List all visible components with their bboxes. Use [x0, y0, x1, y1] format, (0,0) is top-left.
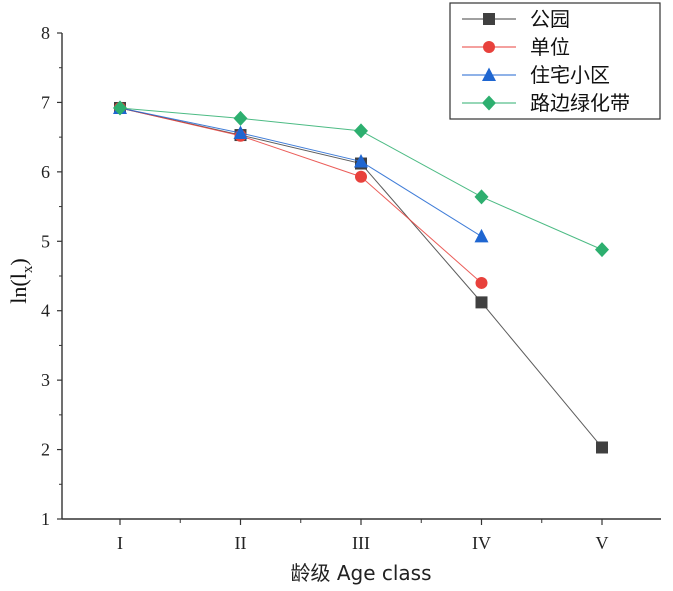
x-tick-label: V — [596, 533, 609, 553]
legend-label: 公园 — [530, 7, 570, 31]
data-point — [354, 153, 368, 168]
legend-entry: 住宅小区 — [462, 63, 610, 87]
y-tick-label: 3 — [41, 370, 50, 390]
y-axis-title: ln(lx) — [6, 258, 36, 303]
y-tick-label: 4 — [41, 301, 50, 321]
series-layer — [113, 100, 609, 454]
x-tick-label: I — [117, 533, 123, 553]
data-point — [233, 110, 248, 126]
data-point — [596, 441, 608, 454]
data-point — [474, 228, 489, 243]
y-tick-label: 1 — [41, 509, 50, 529]
legend-label: 住宅小区 — [530, 63, 610, 87]
y-axis-title-subscript: x — [20, 265, 36, 273]
series-line — [119, 107, 482, 284]
legend-entry: 公园 — [462, 7, 570, 31]
data-point — [113, 100, 127, 116]
x-tick-label: II — [235, 533, 247, 553]
series-diamond — [113, 100, 609, 258]
y-tick-label: 2 — [41, 440, 50, 460]
data-point — [474, 189, 489, 205]
series-triangle — [113, 100, 489, 243]
y-axis-title-close: ) — [6, 258, 31, 265]
series-line — [119, 107, 482, 237]
data-point — [595, 242, 609, 258]
legend-marker — [483, 41, 495, 53]
legend-marker — [482, 95, 496, 111]
y-axis-title-main: ln(l — [6, 273, 31, 304]
data-point — [475, 296, 488, 309]
legend-marker — [483, 13, 495, 25]
y-tick-label: 6 — [41, 162, 50, 182]
data-point — [354, 123, 368, 139]
legend-entry: 单位 — [462, 35, 570, 59]
legend-label: 路边绿化带 — [530, 91, 630, 115]
legend-marker — [482, 67, 496, 81]
data-point — [475, 276, 488, 289]
y-tick-label: 8 — [41, 23, 50, 43]
y-tick-label: 7 — [41, 92, 50, 112]
y-tick-label: 5 — [41, 231, 50, 251]
legend-entry: 路边绿化带 — [462, 91, 630, 115]
data-point — [233, 125, 248, 139]
x-tick-label: III — [352, 533, 370, 553]
x-tick-label: IV — [472, 533, 491, 553]
series-circle — [114, 101, 488, 289]
x-axis-title: 龄级 Age class — [290, 561, 431, 585]
legend-label: 单位 — [530, 35, 570, 59]
data-point — [355, 170, 367, 183]
